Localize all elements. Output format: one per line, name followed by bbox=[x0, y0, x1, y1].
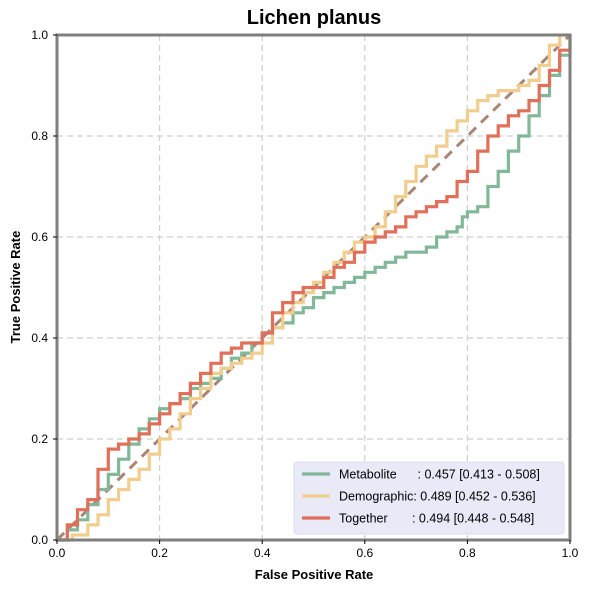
x-axis-label: False Positive Rate bbox=[255, 567, 374, 582]
y-tick-label: 0.6 bbox=[31, 230, 48, 244]
x-axis-ticks: 0.0 0.2 0.4 0.6 0.8 1.0 bbox=[49, 540, 579, 560]
x-tick-label: 0.6 bbox=[356, 546, 373, 560]
legend-entry: Demographic: 0.489 [0.452 - 0.536] bbox=[339, 490, 536, 504]
y-tick-label: 0.0 bbox=[31, 533, 48, 547]
plot-frame bbox=[55, 33, 572, 542]
legend: Metabolite : 0.457 [0.413 - 0.508] Demogr… bbox=[293, 461, 565, 535]
y-axis-ticks: 0.0 0.2 0.4 0.6 0.8 1.0 bbox=[31, 28, 57, 547]
x-tick-label: 0.0 bbox=[49, 546, 66, 560]
series-line-together bbox=[57, 35, 572, 542]
series-line-metabolite bbox=[57, 35, 572, 542]
x-tick-label: 1.0 bbox=[562, 546, 579, 560]
series-lines bbox=[57, 33, 572, 542]
y-tick-label: 0.2 bbox=[31, 432, 48, 446]
y-tick-label: 0.4 bbox=[31, 331, 48, 345]
x-tick-label: 0.4 bbox=[254, 546, 271, 560]
chart-title: Lichen planus bbox=[247, 7, 381, 29]
x-tick-label: 0.8 bbox=[459, 546, 476, 560]
y-tick-label: 0.8 bbox=[31, 129, 48, 143]
y-tick-label: 1.0 bbox=[31, 28, 48, 42]
legend-entry: Metabolite : 0.457 [0.413 - 0.508] bbox=[339, 468, 540, 482]
y-axis-label: True Positive Rate bbox=[8, 231, 23, 344]
x-tick-label: 0.2 bbox=[151, 546, 168, 560]
legend-entry: Together : 0.494 [0.448 - 0.548] bbox=[339, 512, 534, 526]
legend-box bbox=[293, 461, 565, 535]
series-line-demographic bbox=[57, 33, 570, 542]
